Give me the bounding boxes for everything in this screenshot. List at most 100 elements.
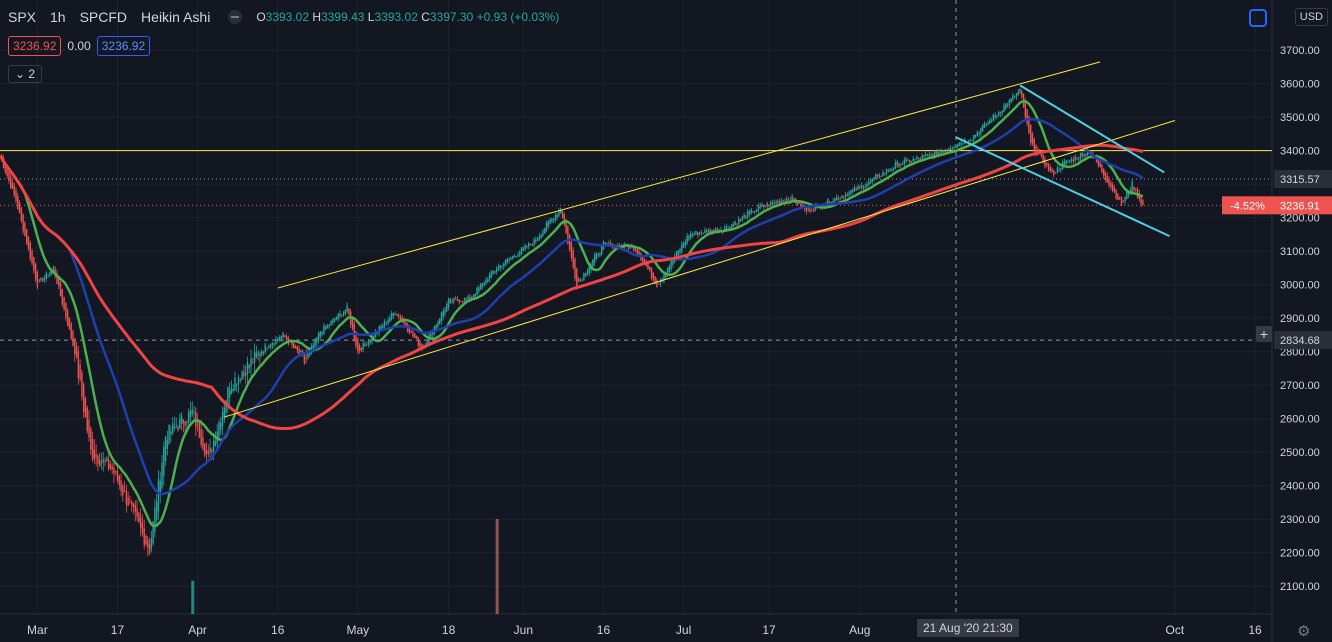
candle-body — [850, 190, 852, 194]
candle-body — [241, 372, 243, 381]
candle-body — [369, 340, 371, 343]
bid-box[interactable]: 3236.92 — [8, 36, 62, 56]
gear-icon[interactable]: ⚙ — [1297, 623, 1311, 640]
candle-body — [641, 256, 644, 262]
candle-body — [1035, 145, 1037, 154]
candle-body — [1102, 168, 1105, 176]
candle-body — [524, 244, 526, 249]
time-tick-label: May — [346, 623, 369, 637]
candle-body — [269, 344, 272, 348]
fullscreen-square-icon[interactable] — [1249, 9, 1267, 27]
high-value: 3399.43 — [321, 10, 365, 24]
candle-body — [462, 301, 464, 303]
candle-body — [574, 258, 576, 279]
candle-body — [1111, 184, 1114, 191]
candle-body — [1072, 159, 1075, 162]
candle-body — [38, 279, 40, 281]
trend-line — [955, 136, 1170, 238]
candle-body — [973, 135, 975, 141]
candle-body — [1106, 175, 1108, 183]
crosshair-time-label: 21 Aug '20 21:30 — [917, 619, 1019, 637]
candle-body — [837, 198, 840, 200]
candle-body — [729, 227, 731, 229]
candle-body — [846, 195, 849, 197]
candle-body — [545, 222, 548, 232]
candle-body — [568, 234, 571, 250]
candle-body — [848, 191, 850, 196]
candle-body — [184, 421, 186, 426]
candle-body — [1124, 196, 1126, 202]
candle-body — [1135, 188, 1137, 190]
candle-body — [453, 297, 455, 302]
candle-body — [456, 299, 459, 301]
indicators-toggle-button[interactable]: ⌄ 2 — [8, 65, 43, 83]
candle-body — [766, 203, 768, 207]
candle-body — [912, 158, 914, 162]
candle-body — [95, 454, 97, 458]
candle-body — [1083, 154, 1085, 157]
candle-body — [896, 161, 898, 166]
candle-body — [382, 325, 384, 328]
candle-body — [999, 112, 1002, 114]
candle-body — [727, 227, 729, 229]
candle-body — [193, 411, 195, 413]
crosshair-plus-icon[interactable]: + — [1256, 326, 1272, 342]
symbol-name[interactable]: SPX — [8, 9, 37, 25]
candle-body — [519, 252, 521, 256]
candle-body — [34, 263, 37, 280]
collapse-icon[interactable] — [228, 10, 243, 24]
candle-body — [750, 209, 752, 213]
candle-body — [586, 271, 589, 276]
time-tick-label: Aug — [849, 623, 870, 637]
candle-body — [465, 298, 468, 300]
candle-body — [983, 122, 986, 129]
candle-body — [303, 352, 306, 364]
candle-body — [209, 447, 211, 453]
candle-body — [360, 348, 363, 351]
candle-body — [561, 210, 564, 218]
candle-body — [892, 167, 895, 170]
candle-body — [1079, 153, 1082, 159]
candle-body — [736, 223, 738, 225]
candle-body — [634, 248, 637, 250]
chart-style-label[interactable]: Heikin Ashi — [141, 9, 211, 25]
ask-box[interactable]: 3236.92 — [96, 36, 151, 56]
candle-body — [415, 336, 418, 339]
time-tick-label: 16 — [1248, 623, 1262, 637]
candle-body — [565, 219, 567, 233]
candle-body — [643, 258, 646, 264]
candle-body — [652, 273, 655, 280]
candle-body — [285, 335, 288, 340]
candle-body — [157, 479, 160, 512]
time-axis: Mar 17 Apr 16 May 18 Jun 16 Jul 17 Aug Oct 16 — [27, 623, 1262, 637]
candle-body — [134, 505, 136, 512]
price-label-text: 3236.91 — [1280, 200, 1320, 212]
symbol-header[interactable]: SPX 1h SPCFD Heikin Ashi O3393.02 H3399.… — [8, 9, 559, 25]
candle-body — [713, 230, 715, 232]
candle-body — [714, 228, 717, 231]
candle-body — [885, 168, 888, 174]
candle-body — [971, 139, 973, 141]
candle-body — [779, 201, 781, 204]
candle-body — [1110, 182, 1112, 188]
chart-grid — [0, 0, 1273, 642]
candle-body — [180, 415, 183, 424]
candle-body — [1115, 189, 1117, 199]
candle-body — [771, 202, 774, 204]
candle-body — [1133, 186, 1135, 191]
interval-label[interactable]: 1h — [50, 9, 66, 25]
candle-body — [780, 200, 783, 203]
candle-body — [679, 249, 681, 253]
candle-body — [177, 426, 179, 431]
candle-body — [211, 450, 213, 452]
candle-body — [698, 232, 701, 234]
horizontal-lines — [0, 0, 1272, 614]
candle-body — [262, 351, 265, 354]
candle-body — [1086, 150, 1089, 155]
candle-body — [1120, 197, 1123, 206]
candle-body — [442, 310, 444, 318]
candle-body — [898, 163, 900, 167]
candle-body — [232, 388, 234, 392]
currency-button[interactable]: USD — [1294, 8, 1328, 26]
